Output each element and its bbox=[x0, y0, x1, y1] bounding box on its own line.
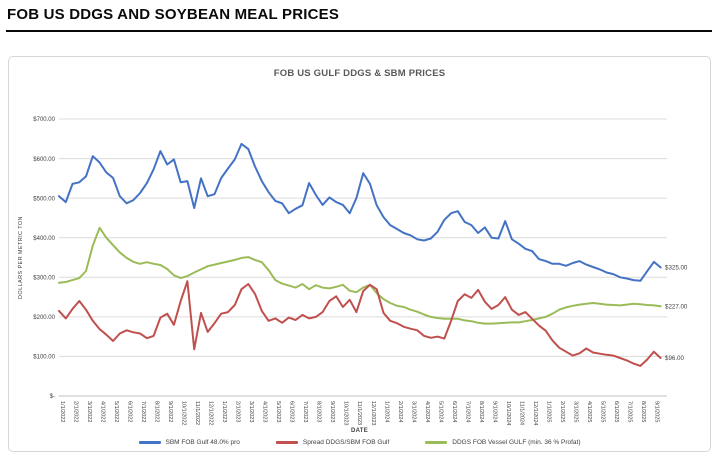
series-line-2 bbox=[58, 280, 662, 367]
y-tick-label: $500.00 bbox=[33, 196, 55, 202]
y-tick-label: $700.00 bbox=[33, 117, 55, 123]
x-tick-label: 8/1/2023 bbox=[316, 401, 322, 422]
legend-item-1: SBM FOB Gulf 48.0% pro bbox=[138, 439, 240, 446]
page-title-underline bbox=[6, 30, 712, 32]
series-end-label: $325.00 bbox=[665, 265, 688, 272]
x-tick-label: 1/1/2023 bbox=[221, 401, 227, 422]
x-tick-label: 3/1/2025 bbox=[573, 401, 579, 422]
legend-swatch-icon bbox=[275, 441, 298, 444]
x-tick-label: 9/1/2024 bbox=[491, 401, 497, 422]
x-tick-label: 4/1/2023 bbox=[262, 401, 268, 422]
chart-legend: SBM FOB Gulf 48.0% pro Spread DDGS/SBM FO… bbox=[9, 439, 710, 446]
page-title: FOB US DDGS AND SOYBEAN MEAL PRICES bbox=[7, 6, 340, 23]
x-tick-label: 8/1/2024 bbox=[478, 401, 484, 422]
y-tick-label: $200.00 bbox=[33, 315, 55, 321]
x-tick-label: 5/1/2023 bbox=[275, 401, 281, 422]
chart-title: FOB US GULF DDGS & SBM PRICES bbox=[273, 68, 446, 79]
price-chart: $- $100.00 $200.00 $300.00 $400.00 $500.00 $60… bbox=[18, 117, 688, 425]
x-tick-label: 12/1/2024 bbox=[532, 401, 538, 425]
x-tick-label: 1/1/2024 bbox=[383, 401, 389, 422]
x-tick-label: 5/1/2025 bbox=[600, 401, 606, 422]
legend-swatch-icon bbox=[425, 441, 448, 444]
x-tick-label: 3/1/2024 bbox=[410, 401, 416, 422]
legend-label: DDGS FOB Vessel GULF (min. 36 % Profat) bbox=[452, 439, 581, 446]
x-tick-label: 6/1/2025 bbox=[613, 401, 619, 422]
x-tick-label: 10/1/2024 bbox=[505, 401, 511, 425]
chart-card: $- $100.00 $200.00 $300.00 $400.00 $500.00 $60… bbox=[8, 56, 711, 452]
x-tick-label: 3/1/2022 bbox=[86, 401, 92, 422]
x-tick-label: 8/1/2022 bbox=[153, 401, 159, 422]
x-tick-label: 10/1/2023 bbox=[343, 401, 349, 425]
x-tick-label: 11/1/2022 bbox=[194, 401, 200, 425]
x-axis-title: DATE bbox=[350, 428, 369, 434]
x-tick-label: 7/1/2022 bbox=[140, 401, 146, 422]
x-tick-label: 12/1/2022 bbox=[208, 401, 214, 425]
y-tick-label: $400.00 bbox=[33, 236, 55, 242]
legend-item-2: Spread DDGS/SBM FOB Gulf bbox=[275, 439, 390, 446]
y-tick-label: $100.00 bbox=[33, 355, 55, 361]
x-tick-label: 1/1/2025 bbox=[546, 401, 552, 422]
y-tick-label: $300.00 bbox=[33, 275, 55, 281]
x-tick-label: 5/1/2022 bbox=[113, 401, 119, 422]
x-tick-label: 4/1/2024 bbox=[424, 401, 430, 422]
x-tick-label: 5/1/2024 bbox=[437, 401, 443, 422]
x-tick-label: 10/1/2022 bbox=[180, 401, 186, 425]
series-line-1 bbox=[58, 142, 662, 282]
series-end-label: $227.00 bbox=[665, 303, 688, 310]
x-tick-label: 7/1/2024 bbox=[464, 401, 470, 422]
x-tick-label: 2/1/2022 bbox=[72, 401, 78, 422]
x-tick-label: 11/1/2023 bbox=[356, 401, 362, 425]
legend-swatch-icon bbox=[138, 441, 161, 444]
x-tick-label: 12/1/2023 bbox=[370, 401, 376, 425]
x-tick-label: 9/1/2025 bbox=[654, 401, 660, 422]
legend-label: SBM FOB Gulf 48.0% pro bbox=[165, 439, 240, 446]
y-axis-title: DOLLARS PER METRIC TON bbox=[18, 216, 24, 299]
y-tick-label: $600.00 bbox=[33, 157, 55, 163]
x-tick-label: 9/1/2022 bbox=[167, 401, 173, 422]
x-tick-label: 6/1/2024 bbox=[451, 401, 457, 422]
x-tick-label: 2/1/2025 bbox=[559, 401, 565, 422]
x-tick-label: 2/1/2023 bbox=[235, 401, 241, 422]
x-tick-label: 7/1/2025 bbox=[627, 401, 633, 422]
x-tick-label: 8/1/2025 bbox=[640, 401, 646, 422]
x-tick-label: 11/1/2024 bbox=[518, 401, 524, 425]
x-tick-label: 6/1/2023 bbox=[289, 401, 295, 422]
y-tick-label: $- bbox=[50, 394, 55, 400]
x-tick-label: 1/1/2022 bbox=[59, 401, 65, 422]
legend-item-3: DDGS FOB Vessel GULF (min. 36 % Profat) bbox=[425, 439, 581, 446]
x-tick-label: 9/1/2023 bbox=[329, 401, 335, 422]
x-tick-label: 3/1/2023 bbox=[248, 401, 254, 422]
x-tick-label: 7/1/2023 bbox=[302, 401, 308, 422]
series-line-3 bbox=[58, 226, 662, 325]
x-tick-label: 2/1/2024 bbox=[397, 401, 403, 422]
x-tick-label: 4/1/2025 bbox=[586, 401, 592, 422]
x-tick-label: 4/1/2022 bbox=[99, 401, 105, 422]
x-tick-label: 6/1/2022 bbox=[126, 401, 132, 422]
series-end-label: $96.00 bbox=[665, 355, 684, 362]
legend-label: Spread DDGS/SBM FOB Gulf bbox=[302, 439, 390, 446]
